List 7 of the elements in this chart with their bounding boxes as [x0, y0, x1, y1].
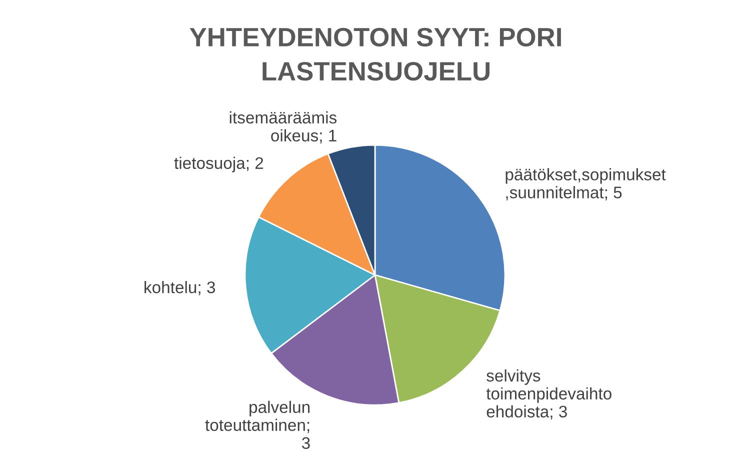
slice-label: selvitys toimenpidevaihto ehdoista; 3 [486, 369, 612, 420]
slice-label: palvelun toteuttaminen; 3 [205, 400, 310, 449]
chart-title: YHTEYDENOTON SYYT: PORI LASTENSUOJELU [190, 28, 561, 81]
slice-label: itsemääräämis oikeus; 1 [230, 111, 337, 144]
slice-label: tietosuoja; 2 [174, 156, 264, 172]
slice-label: kohtelu; 3 [144, 281, 216, 296]
slice-label: päätökset,sopimukset ,suunnitelmat; 5 [506, 168, 666, 200]
